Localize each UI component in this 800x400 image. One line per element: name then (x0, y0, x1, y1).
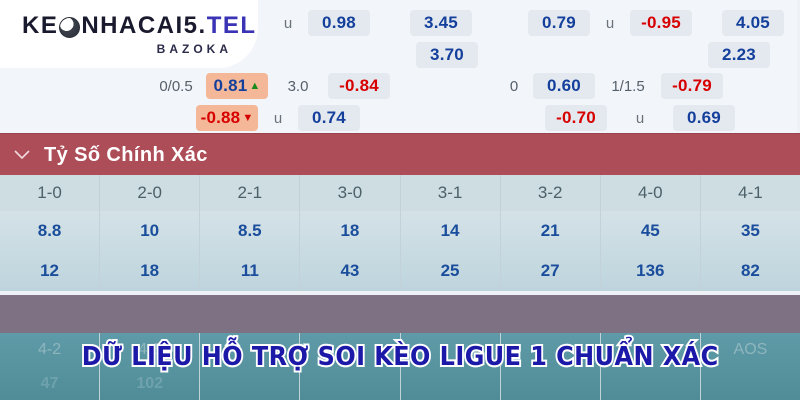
section-header-ty-so-chinh-xac[interactable]: Tỷ Số Chính Xác (0, 133, 800, 176)
faded-header-cell[interactable]: AOS (700, 333, 800, 367)
odds-cell-home-3[interactable]: -0.88 ▼ (196, 105, 258, 131)
score-odds-cell[interactable]: 35 (700, 211, 800, 251)
goal-line-label-1: 3.0 (287, 77, 309, 95)
score-odds-cell[interactable]: 11 (200, 251, 301, 291)
logo-text-tld: TEL (206, 12, 257, 39)
score-odds-cell[interactable]: 14 (400, 211, 501, 251)
faded-header-cell[interactable] (300, 333, 401, 367)
score-odds-cell[interactable]: 45 (600, 211, 701, 251)
section-title: Tỷ Số Chính Xác (44, 143, 208, 166)
correct-score-table: 1-0 2-0 2-1 3-0 3-1 3-2 4-0 4-1 8.8 10 8… (0, 175, 800, 291)
odds-value-home-3: -0.88 (200, 108, 241, 127)
faded-odds-cell[interactable] (600, 367, 701, 400)
faded-odds-cell[interactable] (300, 367, 401, 400)
odds-row-1-right: 0.79 u -0.95 4.05 (528, 10, 784, 36)
faded-header-row: 4-2 4-3 AOS (0, 333, 800, 367)
panel-edge (797, 0, 800, 133)
faded-odds-cell[interactable] (200, 367, 301, 400)
odds-row-2: 3.70 (416, 42, 478, 68)
site-logo[interactable]: KE NHACAI5. TEL BAZOKA (0, 0, 258, 68)
faded-header-cell[interactable] (500, 333, 601, 367)
over-under-label: u (283, 14, 293, 32)
odds-row-3: 0/0.5 0.81 ▲ 3.0 -0.84 (156, 73, 390, 99)
odds-cell-ou-1[interactable]: 0.98 (308, 10, 370, 36)
score-odds-cell[interactable]: 27 (500, 251, 601, 291)
odds-row-1: 2 u 0.98 3.45 (236, 10, 472, 36)
odds-row-3-right: 0 0.60 1/1.5 -0.79 (505, 73, 723, 99)
odds-cell-home-2[interactable]: 0.60 (533, 73, 595, 99)
score-header-cell[interactable]: 3-2 (500, 175, 601, 211)
chevron-down-icon[interactable] (0, 148, 44, 163)
dimmed-section-header (0, 295, 800, 333)
score-header-cell[interactable]: 2-1 (200, 175, 301, 211)
score-odds-cell[interactable]: 10 (100, 211, 201, 251)
under-label-2: u (635, 109, 645, 127)
faded-odds-cell[interactable] (700, 367, 800, 400)
logo-text-part1: KE (22, 12, 59, 39)
score-header-cell[interactable]: 3-0 (300, 175, 401, 211)
score-header-row: 1-0 2-0 2-1 3-0 3-1 3-2 4-0 4-1 (0, 175, 800, 211)
score-odds-cell[interactable]: 18 (300, 211, 401, 251)
odds-cell-r1-b[interactable]: -0.95 (630, 10, 692, 36)
odds-cell-1x2-1[interactable]: 3.45 (410, 10, 472, 36)
score-odds-cell[interactable]: 21 (500, 211, 601, 251)
trend-up-icon: ▲ (249, 79, 261, 92)
soccer-ball-icon (59, 16, 81, 38)
score-odds-cell[interactable]: 8.5 (200, 211, 301, 251)
odds-cell-home-1[interactable]: 0.81 ▲ (206, 73, 268, 99)
score-header-cell[interactable]: 4-1 (700, 175, 800, 211)
faded-header-cell[interactable]: 4-3 (100, 333, 201, 367)
under-label-1: u (273, 109, 283, 127)
over-under-label-2: u (605, 14, 615, 32)
faded-odds-cell[interactable]: 47 (0, 367, 101, 400)
odds-row-4-right: -0.70 u 0.69 (545, 105, 735, 131)
score-header-cell[interactable]: 4-0 (600, 175, 701, 211)
score-header-cell[interactable]: 3-1 (400, 175, 501, 211)
odds-value-home-1: 0.81 (213, 76, 248, 95)
trend-down-icon: ▼ (242, 111, 254, 124)
odds-cell-r1-c[interactable]: 4.05 (722, 10, 784, 36)
odds-cell-away-1[interactable]: -0.84 (328, 73, 390, 99)
score-odds-cell[interactable]: 12 (0, 251, 101, 291)
score-odds-cell[interactable]: 136 (600, 251, 701, 291)
odds-cell-home-4[interactable]: -0.70 (545, 105, 607, 131)
faded-header-cell[interactable] (600, 333, 701, 367)
score-odds-row-1: 8.8 10 8.5 18 14 21 45 35 (0, 211, 800, 251)
goal-line-label-2: 1/1.5 (611, 77, 645, 95)
faded-odds-cell[interactable]: 102 (100, 367, 201, 400)
score-header-cell[interactable]: 1-0 (0, 175, 101, 211)
faded-score-table: 4-2 4-3 AOS 47 102 (0, 333, 800, 400)
odds-cell-1x2-2[interactable]: 3.70 (416, 42, 478, 68)
logo-wordmark: KE NHACAI5. TEL (0, 12, 258, 40)
odds-cell-away-4[interactable]: 0.69 (673, 105, 735, 131)
score-odds-cell[interactable]: 25 (400, 251, 501, 291)
odds-panel: 2 u 0.98 3.45 0.79 u -0.95 4.05 3.70 2.2… (0, 0, 800, 134)
handicap-label-1: 0/0.5 (159, 77, 193, 95)
score-odds-row-2: 12 18 11 43 25 27 136 82 (0, 251, 800, 291)
logo-text-part2: NHACAI5. (81, 12, 207, 39)
score-header-cell[interactable]: 2-0 (100, 175, 201, 211)
odds-cell-away-2[interactable]: -0.79 (661, 73, 723, 99)
odds-row-4: -0.88 ▼ u 0.74 (196, 105, 360, 131)
odds-cell-r1-a[interactable]: 0.79 (528, 10, 590, 36)
odds-cell-r2-c[interactable]: 2.23 (708, 42, 770, 68)
logo-subtitle: BAZOKA (156, 42, 232, 56)
score-odds-cell[interactable]: 18 (100, 251, 201, 291)
faded-odds-cell[interactable] (400, 367, 501, 400)
faded-header-cell[interactable] (200, 333, 301, 367)
faded-odds-row: 47 102 (0, 367, 800, 400)
odds-cell-away-3[interactable]: 0.74 (298, 105, 360, 131)
handicap-label-2: 0 (509, 77, 519, 95)
score-odds-cell[interactable]: 82 (700, 251, 800, 291)
score-odds-cell[interactable]: 43 (300, 251, 401, 291)
faded-odds-cell[interactable] (500, 367, 601, 400)
faded-header-cell[interactable]: 4-2 (0, 333, 101, 367)
odds-row-2-right: 2.23 (708, 42, 770, 68)
faded-header-cell[interactable] (400, 333, 501, 367)
score-odds-cell[interactable]: 8.8 (0, 211, 101, 251)
